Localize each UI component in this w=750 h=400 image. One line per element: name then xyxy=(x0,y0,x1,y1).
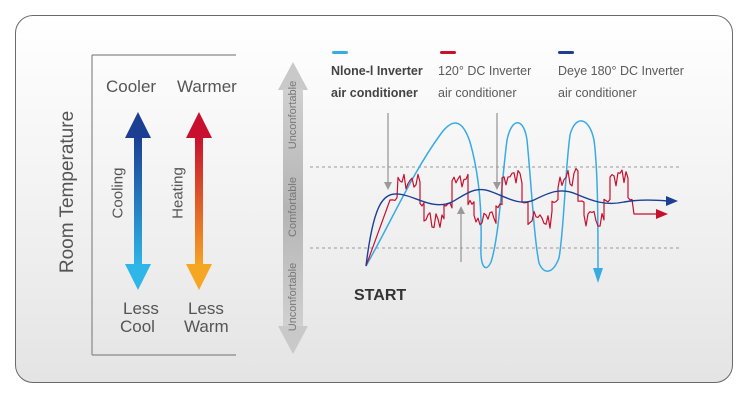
legend-120dc-line2: air conditioner xyxy=(438,86,517,100)
pointer-arrows xyxy=(384,113,501,262)
legend-deye: Deye 180° DC Inverter air conditioner xyxy=(558,60,684,104)
room-temperature-bracket xyxy=(91,54,236,356)
heating-arrow xyxy=(186,112,212,290)
legend-nlone: Nlone-l Inverter air conditioner xyxy=(331,60,423,104)
legend-deye-line2: air conditioner xyxy=(558,86,637,100)
room-temperature-label: Room Temperature xyxy=(57,110,78,274)
less-cool-line1: Less xyxy=(123,299,159,318)
axis-label-top: Unconfortable xyxy=(287,80,299,150)
series-120-dc-inverter-curve xyxy=(365,167,668,267)
series-deye-180-dc-inverter-curve xyxy=(365,188,678,267)
axis-label-bottom: Unconfortable xyxy=(287,262,299,332)
legend-nlone-line1: Nlone-l Inverter xyxy=(331,64,423,78)
cooler-label: Cooler xyxy=(106,77,157,96)
less-warm-line1: Less xyxy=(188,299,224,318)
warmer-label: Warmer xyxy=(177,77,237,96)
cooling-arrow xyxy=(125,112,151,290)
comfort-axis xyxy=(278,62,308,354)
legend-120dc-line1: 120° DC Inverter xyxy=(438,64,532,78)
cooling-label: Cooling xyxy=(109,167,127,219)
legend-swatch-nlone xyxy=(332,51,348,54)
series-nlone-inverter-curve xyxy=(365,120,603,283)
legend-swatch-deye xyxy=(558,51,574,54)
start-label: START xyxy=(354,287,407,304)
legend-deye-line1: Deye 180° DC Inverter xyxy=(558,64,684,78)
axis-label-middle: Comfortable xyxy=(287,177,299,237)
legend-nlone-line2: air conditioner xyxy=(331,86,418,100)
less-warm-line2: Warm xyxy=(184,317,229,336)
legend-swatch-120dc xyxy=(440,51,456,54)
less-cool-line2: Cool xyxy=(120,317,155,336)
heating-label: Heating xyxy=(169,167,187,219)
legend-120dc: 120° DC Inverter air conditioner xyxy=(438,60,531,104)
